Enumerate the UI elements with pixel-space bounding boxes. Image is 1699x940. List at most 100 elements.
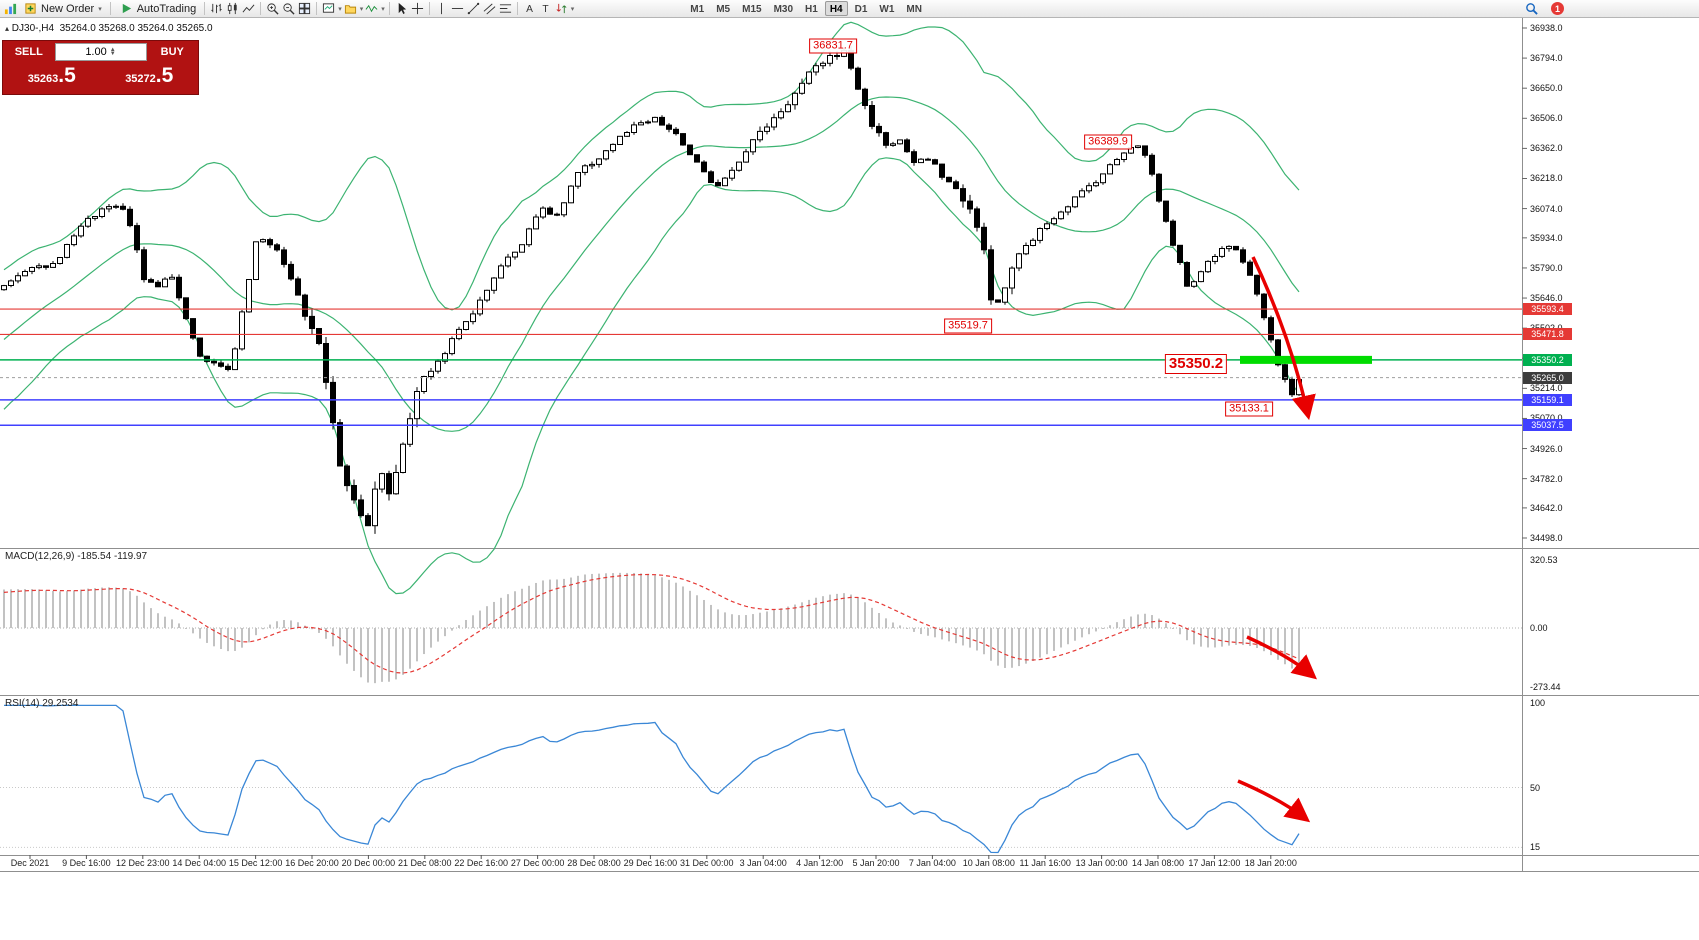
rsi-name: RSI(14): [5, 698, 40, 709]
time-axis-label: 9 Dec 16:00: [62, 858, 111, 868]
bar-chart-icon[interactable]: [209, 1, 224, 16]
price-axis-label: 36794.0: [1530, 53, 1563, 64]
horizontal-line-icon[interactable]: [450, 1, 465, 16]
price-tag[interactable]: 35350.2: [1523, 353, 1572, 366]
new-chart-icon[interactable]: [321, 1, 336, 16]
panel-borders: [0, 18, 1699, 872]
price-tag[interactable]: 35265.0: [1523, 371, 1572, 384]
text-icon[interactable]: A: [522, 1, 537, 16]
new-order-button[interactable]: New Order ▾: [19, 1, 106, 17]
time-axis-label: 28 Dec 08:00: [567, 858, 621, 868]
label-icon[interactable]: T: [538, 1, 553, 16]
price-tag[interactable]: 35159.1: [1523, 393, 1572, 406]
timeframe-m1[interactable]: M1: [690, 4, 705, 15]
trendline-icon[interactable]: [466, 1, 481, 16]
app-logo-icon: [3, 1, 18, 16]
toolbar-separator: [109, 2, 111, 15]
price-axis-label: 34498.0: [1530, 533, 1563, 543]
trend-arrow[interactable]: [1237, 779, 1311, 823]
line-chart-icon[interactable]: [241, 1, 256, 16]
price-axis-label: 35502.0: [1530, 323, 1563, 333]
macd-signal-line: [3, 573, 1300, 674]
bollinger-bands: [3, 21, 1300, 595]
candles: [1, 45, 1302, 534]
price-annotation[interactable]: 36831.7: [809, 38, 857, 54]
volume-spinner: ▲ ▼: [109, 47, 116, 57]
chevron-down-icon: ▾: [359, 5, 364, 13]
search-icon[interactable]: [1524, 1, 1539, 16]
chevron-down-icon: ▾: [98, 5, 102, 13]
zoom-in-icon[interactable]: [265, 1, 280, 16]
symbol-up-icon: ▴: [5, 24, 10, 33]
time-axis-label: 13 Jan 00:00: [1075, 858, 1128, 868]
timeframe-m5[interactable]: M5: [716, 4, 731, 15]
price-axis-label: 36362.0: [1530, 143, 1563, 154]
volume-input[interactable]: 1.00 ▲ ▼: [54, 43, 147, 61]
channel-icon[interactable]: [482, 1, 497, 16]
price-axis-label: 36218.0: [1530, 173, 1563, 184]
indicators-icon[interactable]: [364, 1, 379, 16]
trend-arrow[interactable]: [1251, 256, 1316, 421]
svg-text:T: T: [542, 4, 548, 15]
tile-windows-icon[interactable]: [297, 1, 312, 16]
macd-histogram: [3, 572, 1300, 684]
time-axis-label: 14 Dec 04:00: [172, 858, 226, 868]
timeframe-toolbar: M1 M5 M15 M30 H1 H4 D1 W1 MN: [685, 1, 927, 16]
new-order-label: New Order: [41, 2, 95, 15]
autotrading-button[interactable]: AutoTrading: [115, 1, 201, 17]
trend-arrow[interactable]: [1246, 635, 1318, 680]
fibonacci-icon[interactable]: [498, 1, 513, 16]
timeframe-d1[interactable]: D1: [854, 4, 868, 15]
price-annotation[interactable]: 36389.9: [1084, 134, 1132, 150]
highlight-zone[interactable]: [1240, 355, 1372, 364]
timeframe-m30[interactable]: M30: [773, 4, 794, 15]
rsi-value: 29.2534: [42, 698, 79, 709]
time-axis-label: 10 Jan 08:00: [962, 858, 1015, 868]
symbol-name: DJ30-,H4: [11, 23, 55, 34]
autotrading-label: AutoTrading: [136, 2, 197, 15]
price-axis-label: 34926.0: [1530, 443, 1563, 454]
price-annotation[interactable]: 35519.7: [944, 318, 992, 334]
time-axis-label: Dec 2021: [10, 858, 50, 868]
volume-value: 1.00: [85, 46, 107, 58]
price-tag[interactable]: 35593.4: [1523, 303, 1572, 316]
price-axis-label: 34782.0: [1530, 473, 1563, 484]
timeframe-m15[interactable]: M15: [742, 4, 762, 15]
time-axis-label: 29 Dec 16:00: [623, 858, 678, 868]
notification-badge[interactable]: 1: [1551, 2, 1564, 15]
buy-price[interactable]: 35272 .5: [101, 63, 199, 94]
rsi-line: [4, 704, 1300, 854]
rsi-axis-label: 50: [1530, 783, 1541, 793]
timeframe-mn[interactable]: MN: [906, 4, 922, 15]
zoom-out-icon[interactable]: [281, 1, 296, 16]
volume-down-icon[interactable]: ▼: [109, 51, 116, 57]
sell-button[interactable]: SELL: [14, 46, 43, 58]
price-tag[interactable]: 35471.8: [1523, 328, 1572, 341]
timeframe-w1[interactable]: W1: [879, 4, 895, 15]
price-annotation[interactable]: 35350.2: [1164, 354, 1228, 374]
crosshair-icon[interactable]: [410, 1, 425, 16]
sell-price[interactable]: 35263 .5: [3, 63, 101, 94]
price-axis-label: 36938.0: [1530, 23, 1563, 33]
candlestick-icon[interactable]: [225, 1, 240, 16]
profiles-icon[interactable]: [343, 1, 358, 16]
price-axis-label: 36650.0: [1530, 83, 1563, 94]
chevron-down-icon: ▾: [381, 5, 385, 13]
vertical-line-icon[interactable]: [434, 1, 449, 16]
cursor-icon[interactable]: [394, 1, 409, 16]
price-axis-label: 35070.0: [1530, 413, 1563, 423]
toolbar-right-group: 1: [1524, 1, 1564, 16]
price-tag[interactable]: 35037.5: [1523, 419, 1572, 432]
arrows-icon[interactable]: [554, 1, 569, 16]
price-annotation[interactable]: 35133.1: [1225, 401, 1273, 417]
time-axis-label: 20 Dec 00:00: [341, 858, 396, 868]
price-axis-label: 35214.0: [1530, 383, 1563, 394]
volume-up-icon[interactable]: ▲: [109, 47, 116, 53]
buy-button[interactable]: BUY: [160, 46, 184, 58]
chart-symbol-info: ▴ DJ30-,H4 35264.0 35268.0 35264.0 35265…: [5, 23, 213, 34]
price-axis-label: 35646.0: [1530, 293, 1563, 304]
time-axis-label: 14 Jan 08:00: [1131, 858, 1185, 868]
timeframe-h1[interactable]: H1: [805, 4, 818, 15]
timeframe-h4[interactable]: H4: [824, 1, 848, 16]
